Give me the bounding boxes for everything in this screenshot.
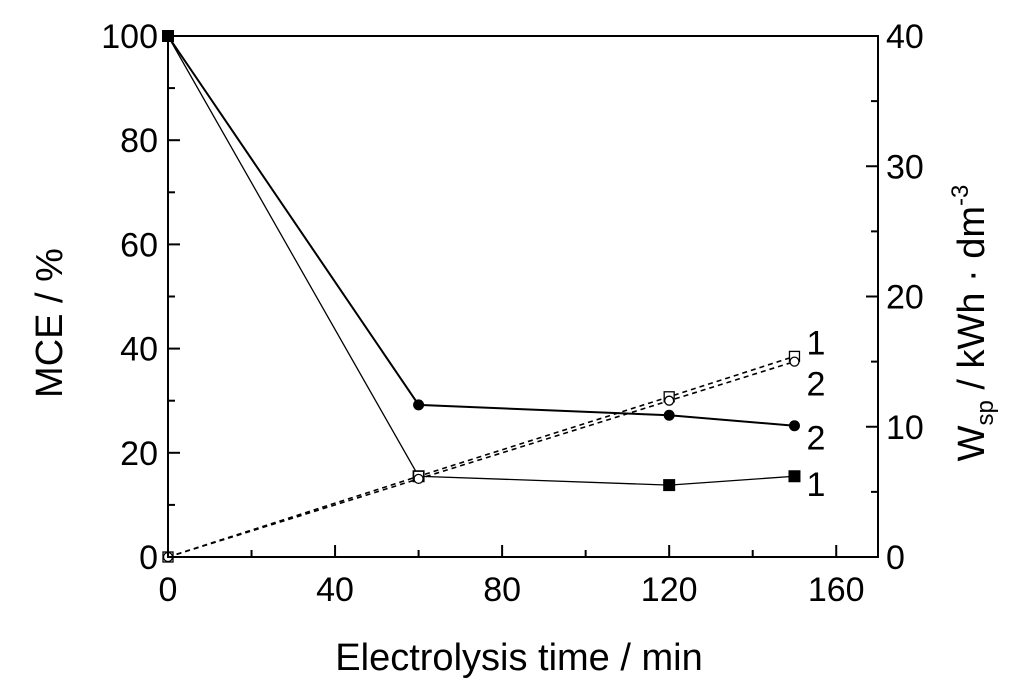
x-tick-label-40: 40 — [316, 571, 354, 609]
series-2-point-1 — [413, 399, 425, 411]
series-2-point-2 — [663, 409, 675, 421]
y-right-title-sub: sp — [972, 400, 999, 425]
series-4-point-3 — [789, 356, 800, 367]
y-right-tick-label-10: 10 — [886, 409, 924, 447]
y-left-tick-label-40: 40 — [120, 331, 158, 369]
x-axis-title: Electrolysis time / min — [335, 637, 702, 679]
y-right-axis-title: Wsp / kWh · dm-3 — [947, 185, 999, 462]
curve-label-3: 1 — [806, 324, 825, 362]
series-line-4 — [167, 360, 795, 558]
series-1-point-2 — [663, 479, 676, 492]
y-right-tick-label-40: 40 — [886, 18, 924, 56]
y-right-title-rest: / kWh · dm — [951, 206, 993, 400]
x-tick-label-80: 80 — [483, 571, 521, 609]
curve-label-4: 2 — [806, 366, 825, 404]
x-tick-label-120: 120 — [641, 571, 698, 609]
series-line-2 — [167, 35, 795, 427]
y-left-tick-label-60: 60 — [120, 226, 158, 264]
plot-frame — [167, 35, 879, 558]
series-layer — [162, 30, 801, 563]
series-line-3 — [167, 355, 795, 558]
series-4-point-2 — [664, 395, 675, 406]
series-1-point-3 — [788, 470, 801, 483]
y-right-title-sup: -3 — [947, 185, 974, 206]
x-tick-label-0: 0 — [159, 571, 178, 609]
y-left-tick-label-20: 20 — [120, 435, 158, 473]
ticks-layer — [167, 35, 878, 558]
y-right-title-main: W — [951, 425, 993, 461]
y-left-tick-label-0: 0 — [139, 539, 158, 577]
y-right-tick-label-30: 30 — [886, 148, 924, 186]
x-tick-label-160: 160 — [808, 571, 865, 609]
series-2-point-3 — [788, 420, 800, 432]
series-4-point-1 — [413, 473, 424, 485]
axes-layer — [167, 35, 879, 558]
y-left-axis-title: MCE / % — [29, 248, 71, 398]
y-left-tick-label-100: 100 — [101, 18, 158, 56]
y-right-tick-label-20: 20 — [886, 279, 924, 317]
y-right-tick-label-0: 0 — [886, 539, 905, 577]
curve-label-1: 1 — [806, 466, 825, 504]
y-left-tick-label-80: 80 — [120, 122, 158, 160]
curve-label-2: 2 — [806, 420, 825, 458]
series-line-1 — [167, 35, 795, 486]
labels-layer: 0 40 80 120 160 0 20 40 60 80 100 0 10 20 30 40 1 2 1 2 — [101, 18, 924, 609]
